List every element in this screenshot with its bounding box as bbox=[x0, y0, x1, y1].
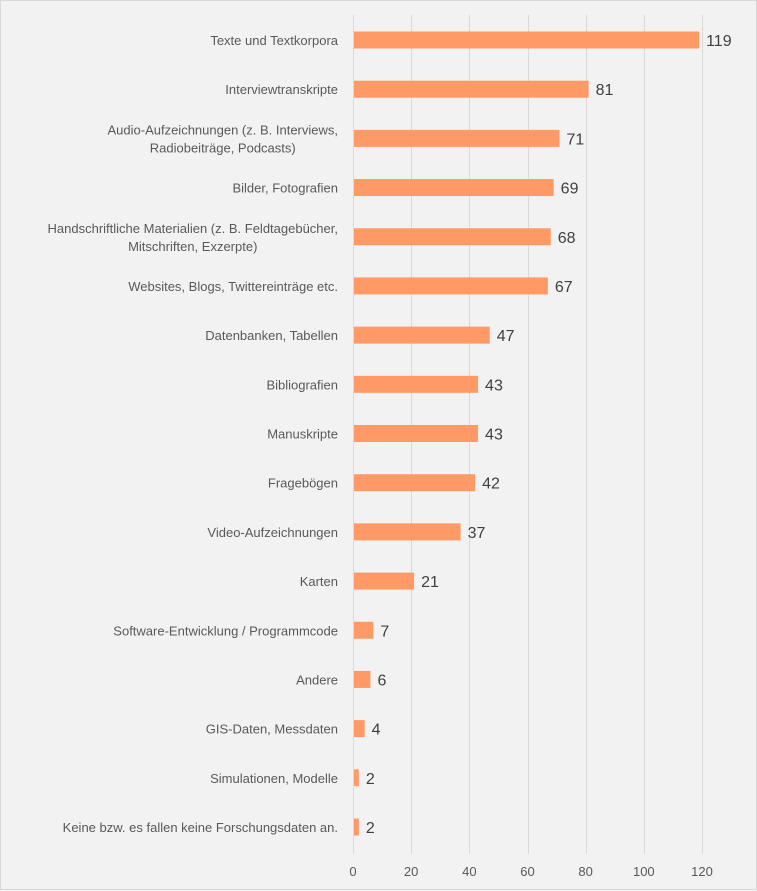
bar bbox=[354, 670, 371, 688]
data-label: 119 bbox=[706, 33, 732, 50]
category-label: Audio-Aufzeichnungen (z. B. Interviews, R… bbox=[107, 122, 338, 155]
x-tick-label: 40 bbox=[462, 864, 476, 879]
data-label: 4 bbox=[372, 722, 381, 739]
category-label-line: Audio-Aufzeichnungen (z. B. Interviews, bbox=[107, 122, 338, 137]
data-label: 43 bbox=[485, 427, 503, 444]
data-label: 47 bbox=[497, 328, 515, 345]
data-label: 2 bbox=[366, 771, 375, 788]
x-tick-label: 100 bbox=[633, 864, 655, 879]
bar bbox=[354, 228, 551, 246]
category-label: GIS-Daten, Messdaten bbox=[206, 722, 338, 737]
category-label: Software-Entwicklung / Programmcode bbox=[113, 623, 338, 638]
bars bbox=[354, 31, 700, 836]
bar bbox=[354, 474, 476, 492]
bar bbox=[354, 179, 554, 197]
category-label: Datenbanken, Tabellen bbox=[205, 328, 338, 343]
category-label: Fragebögen bbox=[268, 476, 338, 491]
bar bbox=[354, 523, 461, 541]
category-label: Karten bbox=[300, 574, 338, 589]
category-label: Video-Aufzeichnungen bbox=[207, 525, 338, 540]
bar bbox=[354, 572, 415, 590]
data-label: 68 bbox=[558, 230, 576, 247]
data-label: 6 bbox=[377, 672, 386, 689]
category-label: Keine bzw. es fallen keine Forschungsdat… bbox=[63, 820, 338, 835]
category-label: Simulationen, Modelle bbox=[210, 771, 338, 786]
bar bbox=[354, 375, 479, 393]
data-label: 71 bbox=[566, 131, 584, 148]
x-tick-label: 20 bbox=[404, 864, 418, 879]
bar bbox=[354, 818, 359, 836]
category-label: Websites, Blogs, Twittereinträge etc. bbox=[128, 279, 338, 294]
category-label: Interviewtranskripte bbox=[225, 82, 338, 97]
x-tick-label: 0 bbox=[349, 864, 356, 879]
data-label: 7 bbox=[380, 623, 389, 640]
bar bbox=[354, 277, 548, 295]
data-label: 43 bbox=[485, 377, 503, 394]
category-label: Bibliografien bbox=[266, 377, 338, 392]
category-label-line: Radiobeiträge, Podcasts) bbox=[150, 140, 296, 155]
category-label-line: Handschriftliche Materialien (z. B. Feld… bbox=[48, 221, 338, 236]
bar bbox=[354, 31, 700, 49]
x-tick-label: 80 bbox=[578, 864, 592, 879]
bar bbox=[354, 129, 560, 147]
data-label: 37 bbox=[468, 525, 486, 542]
x-tick-label: 60 bbox=[520, 864, 534, 879]
category-label: Texte und Textkorpora bbox=[210, 33, 338, 48]
x-axis-ticks: 0 20 40 60 80 100 120 bbox=[349, 864, 712, 879]
data-label: 42 bbox=[482, 476, 500, 493]
x-tick-label: 120 bbox=[691, 864, 713, 879]
category-label: Andere bbox=[296, 672, 338, 687]
bar bbox=[354, 326, 490, 344]
category-label: Manuskripte bbox=[267, 427, 338, 442]
data-label: 67 bbox=[555, 279, 573, 296]
category-label: Bilder, Fotografien bbox=[232, 181, 338, 196]
category-label: Handschriftliche Materialien (z. B. Feld… bbox=[48, 221, 338, 254]
data-label: 21 bbox=[421, 574, 439, 591]
data-label: 2 bbox=[366, 820, 375, 837]
bar bbox=[354, 621, 374, 639]
bar bbox=[354, 769, 359, 787]
bar bbox=[354, 720, 365, 738]
data-label: 69 bbox=[561, 181, 579, 198]
bar bbox=[354, 80, 589, 98]
data-label: 81 bbox=[596, 82, 614, 99]
category-labels: Texte und Textkorpora Interviewtranskript… bbox=[48, 33, 339, 835]
bar bbox=[354, 425, 479, 442]
category-label-line: Mitschriften, Exzerpte) bbox=[128, 239, 257, 254]
